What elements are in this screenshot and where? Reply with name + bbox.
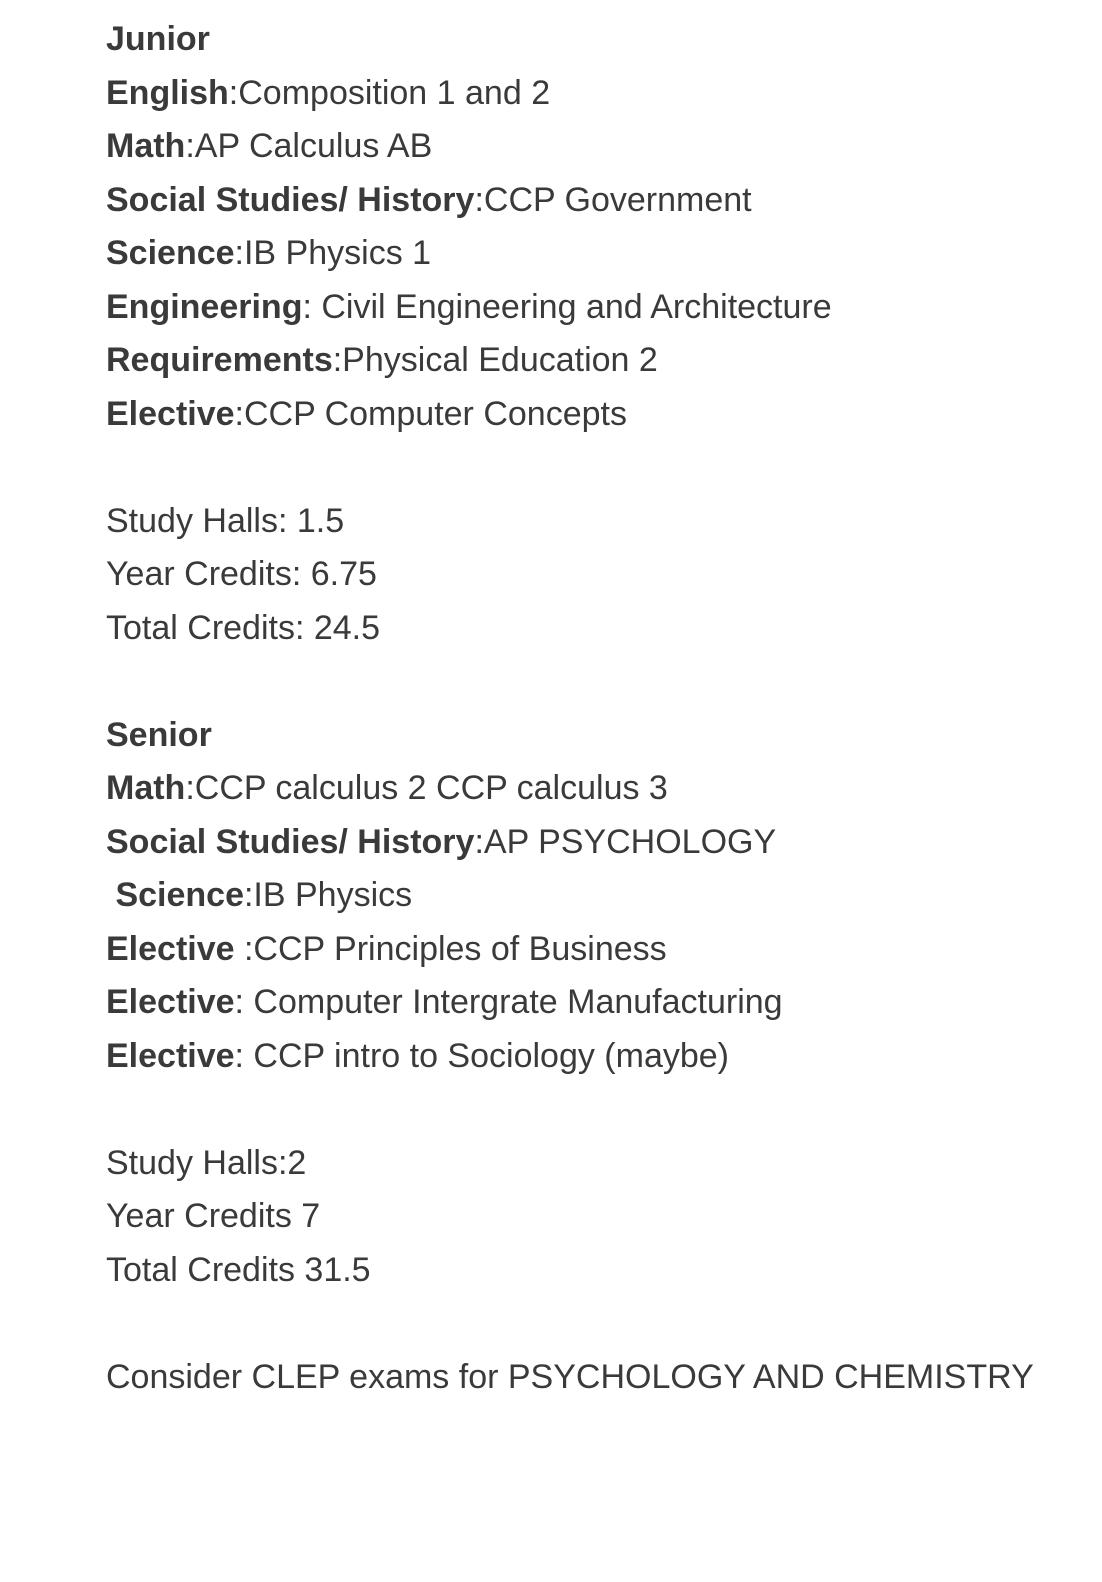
line-label: Science (106, 234, 235, 272)
line-value: Year Credits 7 (106, 1197, 321, 1235)
note-line: Science:IB Physics 1 (106, 227, 1102, 281)
line-label: Junior (106, 20, 210, 58)
note-line: Social Studies/ History:AP PSYCHOLOGY (106, 816, 1102, 870)
note-line (106, 441, 1102, 495)
line-value: Study Halls: 1.5 (106, 501, 345, 540)
line-label: Elective (106, 929, 244, 968)
line-value: :IB Physics (243, 876, 413, 914)
line-value: Study Halls:2 (106, 1143, 307, 1182)
line-value: :AP Calculus AB (185, 127, 433, 165)
line-label: Science (106, 876, 244, 914)
note-line (106, 1083, 1102, 1137)
line-value: : Civil Engineering and Architecture (302, 287, 832, 326)
line-value: :CCP Principles of Business (243, 929, 667, 968)
note-line: Year Credits 7 (106, 1190, 1102, 1244)
note-line: English:Composition 1 and 2 (106, 67, 1102, 121)
line-label: Engineering (106, 287, 303, 326)
line-label: English (106, 73, 229, 112)
note-line: Study Halls: 1.5 (106, 495, 1102, 549)
line-label: Social Studies/ History (106, 180, 475, 219)
line-value: :IB Physics 1 (234, 234, 432, 272)
line-label: Requirements (106, 341, 333, 379)
note-line: Social Studies/ History:CCP Government (106, 174, 1102, 228)
line-value: :CCP calculus 2 CCP calculus 3 (185, 769, 668, 807)
note-line: Elective: CCP intro to Sociology (maybe) (106, 1030, 1102, 1084)
note-line: Engineering: Civil Engineering and Archi… (106, 281, 1102, 335)
line-value: : CCP intro to Sociology (maybe) (234, 1036, 729, 1075)
note-line: Math:CCP calculus 2 CCP calculus 3 (106, 762, 1102, 816)
note-line: Elective: Computer Intergrate Manufactur… (106, 976, 1102, 1030)
note-document: Junior English:Composition 1 and 2 Math:AP… (106, 13, 1102, 1405)
line-label: Elective (106, 983, 235, 1021)
note-line: Year Credits: 6.75 (106, 548, 1102, 602)
note-line (106, 655, 1102, 709)
note-line: Total Credits: 24.5 (106, 602, 1102, 656)
line-value: Total Credits: 24.5 (106, 608, 381, 647)
line-value: :Composition 1 and 2 (228, 73, 551, 112)
note-line: Math:AP Calculus AB (106, 120, 1102, 174)
line-value: Consider CLEP exams for PSYCHOLOGY AND C… (106, 1357, 1034, 1396)
line-value: Year Credits: 6.75 (106, 555, 377, 593)
note-line: Junior (106, 13, 1102, 67)
line-label: Elective (106, 1036, 235, 1075)
note-line: Requirements:Physical Education 2 (106, 334, 1102, 388)
line-value: Total Credits 31.5 (106, 1250, 371, 1289)
note-line: Senior (106, 709, 1102, 763)
note-line: Elective :CCP Principles of Business (106, 923, 1102, 977)
line-value: : Computer Intergrate Manufacturing (234, 983, 783, 1021)
note-line (106, 1297, 1102, 1351)
line-value: :CCP Government (474, 180, 752, 219)
line-value: :AP PSYCHOLOGY (474, 822, 777, 861)
note-line: Science:IB Physics (106, 869, 1102, 923)
note-line: Elective:CCP Computer Concepts (106, 388, 1102, 442)
line-label: Social Studies/ History (106, 822, 475, 861)
note-line: Consider CLEP exams for PSYCHOLOGY AND C… (106, 1351, 1102, 1405)
line-label: Elective (106, 394, 235, 433)
line-value: :Physical Education 2 (332, 341, 658, 379)
line-label: Senior (106, 715, 212, 754)
line-label: Math (106, 769, 186, 807)
line-value: :CCP Computer Concepts (234, 394, 627, 433)
note-line: Study Halls:2 (106, 1137, 1102, 1191)
note-line: Total Credits 31.5 (106, 1244, 1102, 1298)
line-label: Math (106, 127, 186, 165)
